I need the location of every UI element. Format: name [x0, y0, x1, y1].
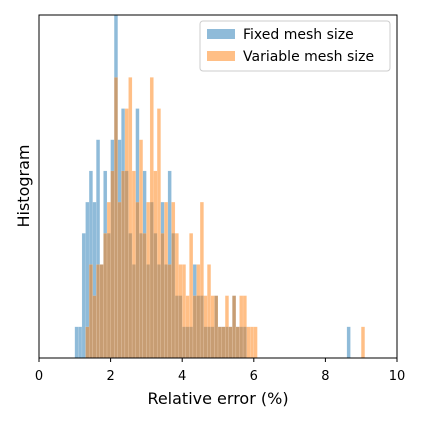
- bar-variable-mesh: [174, 233, 179, 359]
- x-axis-label: Relative error (%): [147, 389, 288, 408]
- bar-variable-mesh: [103, 233, 108, 359]
- legend-label-fixed-mesh: Fixed mesh size: [243, 27, 354, 43]
- legend-swatch-fixed-mesh: [207, 29, 235, 39]
- bar-variable-mesh: [131, 170, 136, 359]
- bar-variable-mesh: [225, 295, 229, 359]
- bar-variable-mesh: [110, 170, 115, 359]
- plot-frame: [38, 14, 398, 359]
- bar-variable-mesh: [167, 264, 172, 359]
- bar-fixed-mesh: [81, 233, 86, 359]
- bar-variable-mesh: [207, 264, 211, 359]
- bar-variable-mesh: [203, 295, 208, 359]
- x-tick-label: 6: [250, 369, 258, 384]
- bar-fixed-mesh: [74, 326, 79, 359]
- x-ticks: 0 2 4 6 8 10: [35, 358, 405, 384]
- bar-variable-mesh: [164, 201, 169, 359]
- bar-variable-mesh: [153, 170, 158, 359]
- bar-variable-mesh: [199, 201, 204, 359]
- x-tick-label: 4: [178, 369, 186, 384]
- bar-variable-mesh: [232, 295, 237, 359]
- bar-variable-mesh: [139, 139, 143, 359]
- x-tick-label: 8: [321, 369, 329, 384]
- bar-variable-mesh: [142, 233, 147, 359]
- bar-variable-mesh: [253, 326, 258, 359]
- bar-variable-mesh: [178, 264, 183, 359]
- legend: Fixed mesh size Variable mesh size: [199, 20, 391, 72]
- bar-variable-mesh: [246, 326, 251, 359]
- bar-variable-mesh: [189, 233, 194, 359]
- bar-variable-mesh: [149, 77, 154, 359]
- bar-variable-mesh: [210, 295, 215, 359]
- bar-variable-mesh: [182, 264, 186, 359]
- bar-variable-mesh: [124, 108, 129, 359]
- legend-box: [199, 20, 391, 72]
- bar-fixed-mesh: [346, 326, 351, 359]
- bar-variable-mesh: [135, 201, 140, 359]
- bar-variable-mesh: [217, 326, 222, 359]
- bar-variable-mesh: [117, 201, 122, 359]
- bar-variable-mesh: [92, 295, 97, 359]
- bar-variable-mesh: [160, 233, 165, 359]
- bar-variable-mesh: [228, 326, 233, 359]
- bar-variable-mesh: [214, 295, 219, 359]
- x-tick-label: 0: [35, 369, 43, 384]
- legend-swatch-variable-mesh: [207, 51, 235, 61]
- bar-variable-mesh: [114, 77, 118, 359]
- bar-variable-mesh: [96, 264, 101, 359]
- bar-variable-mesh: [221, 326, 226, 359]
- bar-variable-mesh: [85, 326, 90, 359]
- bar-variable-mesh: [185, 295, 190, 359]
- bar-variable-mesh: [196, 264, 201, 359]
- bar-variable-mesh: [239, 295, 244, 359]
- bar-fixed-mesh: [78, 326, 83, 359]
- bar-variable-mesh: [192, 295, 197, 359]
- bar-variable-mesh: [106, 201, 111, 359]
- bar-variable-mesh: [361, 326, 365, 359]
- bar-variable-mesh: [250, 326, 254, 359]
- bars-layer: [74, 14, 365, 359]
- bar-variable-mesh: [121, 170, 126, 359]
- bar-variable-mesh: [128, 77, 133, 359]
- bar-variable-mesh: [88, 264, 93, 359]
- y-axis-label: Histogram: [14, 145, 33, 228]
- x-tick-label: 10: [389, 369, 406, 384]
- bar-variable-mesh: [242, 295, 247, 359]
- legend-label-variable-mesh: Variable mesh size: [243, 49, 374, 65]
- bar-variable-mesh: [235, 326, 240, 359]
- bar-variable-mesh: [156, 108, 161, 359]
- bar-variable-mesh: [146, 201, 151, 359]
- bar-variable-mesh: [99, 264, 104, 359]
- bar-variable-mesh: [171, 201, 176, 359]
- x-tick-label: 2: [106, 369, 114, 384]
